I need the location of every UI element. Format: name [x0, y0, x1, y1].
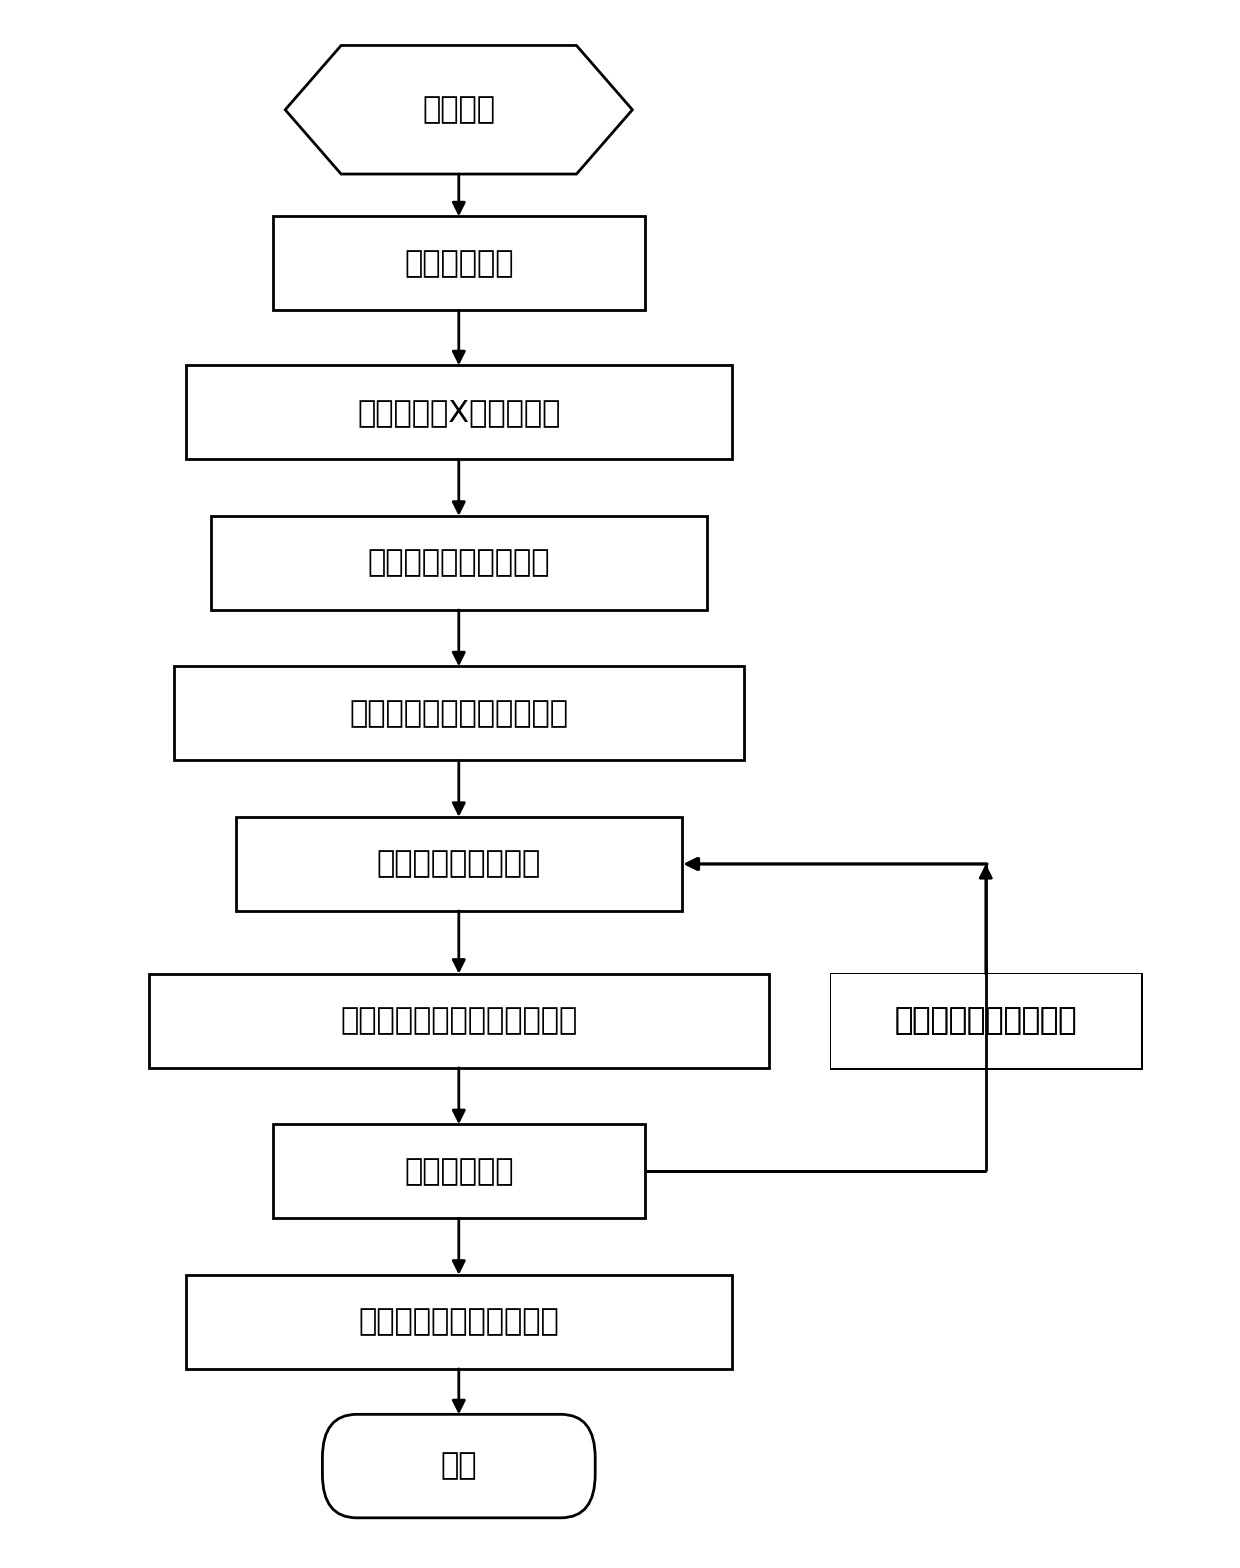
- Text: 二维旋转台转动反射镜: 二维旋转台转动反射镜: [894, 1007, 1078, 1035]
- Bar: [149, 974, 769, 1068]
- Text: 标定开始: 标定开始: [423, 96, 495, 124]
- FancyBboxPatch shape: [322, 1414, 595, 1518]
- Bar: [186, 365, 732, 459]
- Text: 调整光阑与X射线管距离: 调整光阑与X射线管距离: [357, 398, 560, 426]
- Text: 获得轴上及轴外有效面积: 获得轴上及轴外有效面积: [358, 1308, 559, 1336]
- Text: 调整光阑孔径: 调整光阑孔径: [404, 249, 513, 278]
- Bar: [186, 1275, 732, 1369]
- Text: 二维平移台光束扫描: 二维平移台光束扫描: [377, 850, 541, 878]
- Bar: [831, 974, 1141, 1068]
- Text: 探测器测反射镜焦点光子计数: 探测器测反射镜焦点光子计数: [340, 1007, 578, 1035]
- Bar: [273, 216, 645, 310]
- Text: 有效面积计算: 有效面积计算: [404, 1157, 513, 1185]
- Text: 结束: 结束: [440, 1452, 477, 1480]
- Text: 二维旋转台转动反射镜: 二维旋转台转动反射镜: [894, 1007, 1078, 1035]
- Bar: [831, 974, 1141, 1068]
- Text: 标准光束探测器测光强: 标准光束探测器测光强: [367, 549, 551, 577]
- Bar: [273, 1124, 645, 1218]
- Bar: [174, 666, 744, 760]
- Bar: [831, 974, 1141, 1068]
- Bar: [236, 817, 682, 911]
- Bar: [211, 516, 707, 610]
- Text: 调整反射镜与标定光束对准: 调整反射镜与标定光束对准: [350, 699, 568, 728]
- Polygon shape: [285, 45, 632, 174]
